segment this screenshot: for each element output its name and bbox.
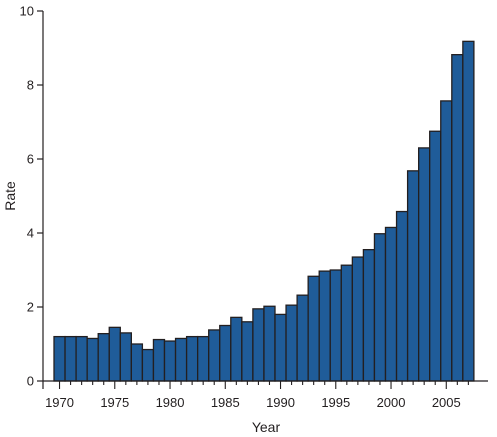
bar-2003	[417, 147, 431, 382]
bar-1985	[219, 324, 232, 382]
bar-2007	[462, 40, 475, 382]
bar-1996	[340, 264, 353, 382]
bar-2002	[406, 170, 420, 382]
bar-1977	[130, 343, 144, 382]
bar-1980	[163, 340, 177, 382]
y-tick-label: 6	[27, 152, 34, 167]
x-tick-label: 1980	[156, 395, 185, 410]
y-tick-label: 8	[27, 78, 34, 93]
x-tick-label: 1975	[100, 395, 129, 410]
bar-1979	[152, 338, 166, 382]
x-tick-label: 1990	[266, 395, 295, 410]
bar-2001	[395, 210, 409, 382]
bar-1988	[252, 308, 265, 382]
bar-2006	[451, 54, 464, 382]
bar-1974	[97, 332, 110, 382]
x-tick-label: 2000	[377, 395, 406, 410]
bar-2000	[384, 226, 398, 382]
bar-1995	[329, 269, 342, 382]
bar-1987	[241, 321, 254, 382]
bars-group	[53, 40, 475, 382]
bar-1993	[307, 275, 320, 382]
y-tick-label: 0	[27, 374, 34, 389]
bar-1970	[53, 335, 66, 382]
y-tick-label: 2	[27, 300, 34, 315]
bar-1998	[362, 248, 376, 382]
x-tick-label: 1995	[321, 395, 350, 410]
bar-1976	[119, 332, 133, 382]
bar-1992	[296, 294, 309, 382]
y-tick-label: 4	[27, 226, 34, 241]
bar-1981	[174, 337, 188, 382]
bar-1978	[141, 348, 155, 382]
bar-2005	[440, 100, 453, 382]
bar-1989	[263, 305, 276, 382]
bar-1983	[196, 335, 210, 382]
bar-1997	[351, 256, 365, 382]
y-tick-label: 10	[20, 4, 34, 19]
x-tick-label: 1985	[211, 395, 240, 410]
x-axis: 1970 1975 1980 1985 1990 1995 2000 2005	[43, 380, 488, 410]
bar-1982	[185, 335, 199, 382]
x-axis-title: Year	[252, 419, 281, 435]
bar-1990	[274, 313, 287, 382]
bar-2004	[429, 130, 442, 382]
bar-1984	[208, 329, 221, 382]
bar-1994	[318, 270, 331, 382]
bar-1972	[75, 335, 88, 382]
bar-1986	[230, 316, 243, 382]
bar-1975	[108, 326, 121, 382]
x-tick-label: 1970	[45, 395, 74, 410]
y-axis-title: Rate	[2, 181, 18, 211]
bar-1971	[64, 335, 77, 382]
bar-1999	[373, 233, 387, 382]
bar-1973	[86, 337, 99, 382]
bar-1991	[285, 304, 298, 382]
y-axis: 0 2 4 6 8 10	[20, 4, 44, 389]
x-tick-label: 2005	[432, 395, 461, 410]
